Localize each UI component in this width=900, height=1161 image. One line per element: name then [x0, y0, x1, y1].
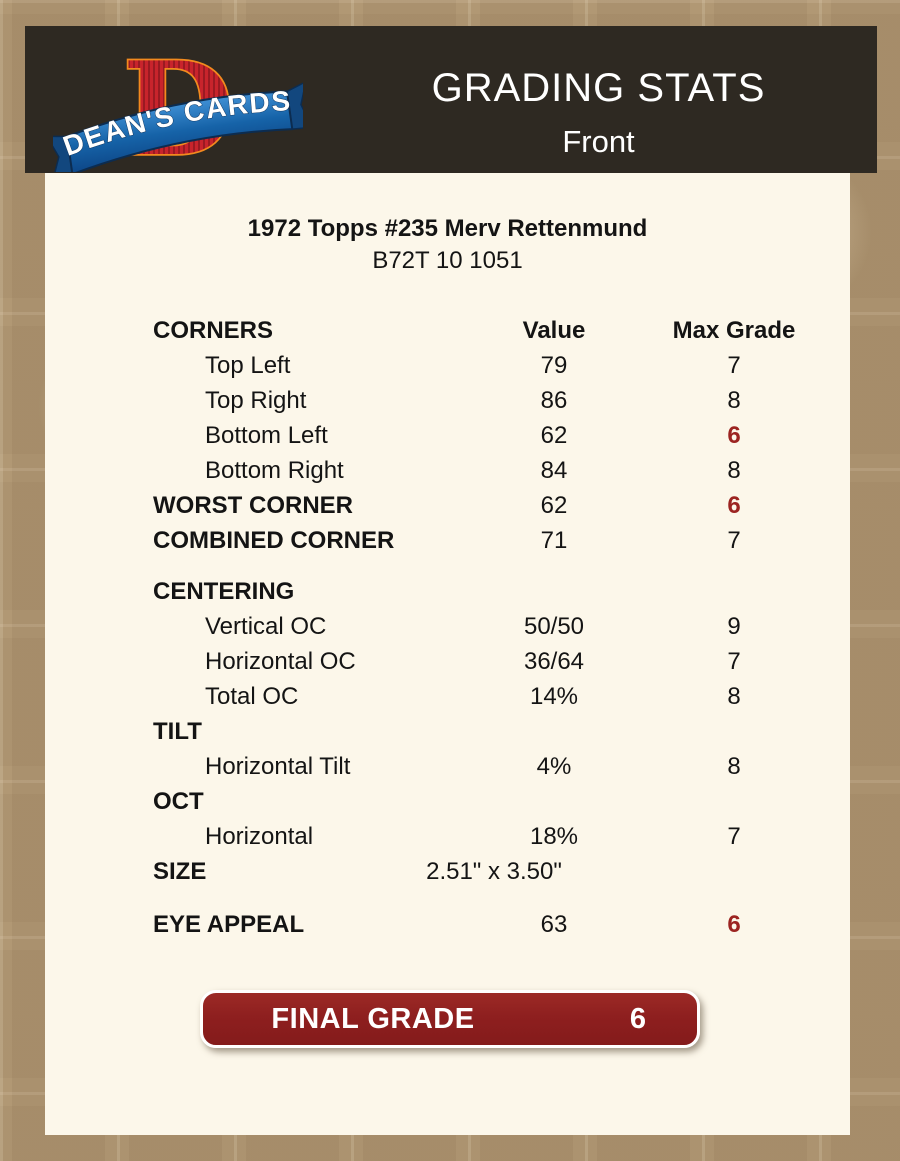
row-max-grade: 7: [727, 352, 741, 379]
row-label: Bottom Right: [205, 457, 344, 484]
eye-appeal-row: EYE APPEAL 63 6: [45, 907, 850, 942]
row-value: [454, 574, 654, 609]
row-value: 14%: [529, 683, 579, 710]
row-value: 63: [540, 911, 568, 938]
row-max-grade: [654, 714, 814, 749]
row-label: TILT: [153, 718, 202, 745]
header-titles: GRADING STATS Front: [320, 26, 877, 162]
table-row: Top Left 79 7: [45, 348, 850, 383]
row-max-grade: 6: [727, 422, 741, 449]
final-grade-button[interactable]: FINAL GRADE 6: [200, 990, 700, 1048]
row-label: Bottom Left: [205, 422, 328, 449]
row-value: 50/50: [523, 613, 585, 640]
card-title: 1972 Topps #235 Merv Rettenmund: [247, 215, 648, 242]
table-row: Bottom Left 62 6: [45, 418, 850, 453]
row-max-grade: [654, 574, 814, 609]
table-row: Bottom Right 84 8: [45, 453, 850, 488]
card-id: B72T 10 1051: [372, 247, 523, 274]
row-max-grade: 8: [727, 457, 741, 484]
final-grade-value: 6: [629, 1003, 647, 1035]
page-title: GRADING STATS: [431, 66, 766, 110]
row-value: 2.51" x 3.50": [426, 858, 562, 885]
row-max-grade: 6: [727, 492, 741, 519]
row-max-grade: 6: [727, 911, 741, 938]
table-row: Total OC 14% 8: [45, 679, 850, 714]
final-grade-label: FINAL GRADE: [271, 1003, 475, 1035]
row-max-grade: 7: [727, 648, 741, 675]
row-max-grade: 8: [727, 387, 741, 414]
row-value: 36/64: [523, 648, 585, 675]
grading-table: CORNERS Value Max Grade Top Left 79 7 To…: [45, 313, 850, 942]
row-value: [454, 784, 654, 819]
content-panel: 1972 Topps #235 Merv Rettenmund B72T 10 …: [45, 173, 850, 1135]
header-bar: D DEAN'S CARDS GRADING STATS Front: [25, 26, 877, 173]
column-header-max-grade: Max Grade: [672, 317, 796, 344]
row-max-grade: 8: [727, 683, 741, 710]
section-corners-label: CORNERS: [153, 317, 274, 344]
row-label: CENTERING: [153, 578, 295, 605]
section-row-tilt: TILT: [45, 714, 850, 749]
row-label: Total OC: [205, 683, 299, 710]
row-label: Horizontal OC: [205, 648, 356, 675]
row-label: Horizontal Tilt: [205, 753, 351, 780]
table-row: Horizontal Tilt 4% 8: [45, 749, 850, 784]
row-max-grade: 9: [727, 613, 741, 640]
table-row: COMBINED CORNER 71 7: [45, 523, 850, 558]
deans-cards-logo: D DEAN'S CARDS: [53, 33, 303, 172]
section-row-size: SIZE 2.51" x 3.50": [45, 854, 850, 889]
row-label: Vertical OC: [205, 613, 327, 640]
row-value: 18%: [529, 823, 579, 850]
row-value: 84: [540, 457, 568, 484]
row-max-grade: 7: [727, 527, 741, 554]
row-label: Horizontal: [205, 823, 314, 850]
page-subtitle: Front: [562, 124, 635, 159]
row-label: Top Left: [205, 352, 291, 379]
table-row: Top Right 86 8: [45, 383, 850, 418]
table-row: Horizontal OC 36/64 7: [45, 644, 850, 679]
row-value: 62: [540, 422, 568, 449]
column-header-value: Value: [522, 317, 586, 344]
row-value: 62: [540, 492, 568, 519]
table-header-row: CORNERS Value Max Grade: [45, 313, 850, 348]
row-max-grade: [654, 784, 814, 819]
section-row-centering: CENTERING: [45, 574, 850, 609]
row-label: EYE APPEAL: [153, 911, 305, 938]
row-label: WORST CORNER: [153, 492, 353, 519]
row-value: 79: [540, 352, 568, 379]
row-label: OCT: [153, 788, 204, 815]
table-row: Horizontal 18% 7: [45, 819, 850, 854]
row-max-grade: 8: [727, 753, 741, 780]
row-value: 71: [540, 527, 568, 554]
row-value: 4%: [536, 753, 572, 780]
table-row: Vertical OC 50/50 9: [45, 609, 850, 644]
row-value: 86: [540, 387, 568, 414]
section-row-oct: OCT: [45, 784, 850, 819]
row-label: SIZE: [153, 858, 207, 885]
table-row: WORST CORNER 62 6: [45, 488, 850, 523]
row-max-grade: 7: [727, 823, 741, 850]
row-value: [454, 714, 654, 749]
row-label: Top Right: [205, 387, 307, 414]
row-max-grade: [654, 854, 814, 889]
row-label: COMBINED CORNER: [153, 527, 395, 554]
